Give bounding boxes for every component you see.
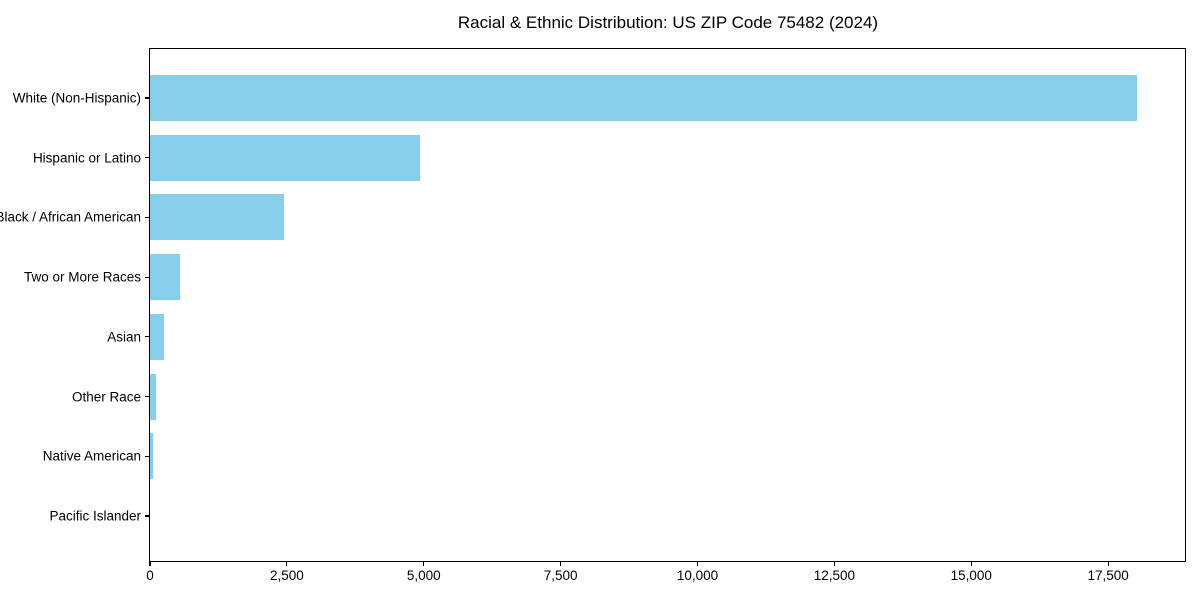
y-tick-label: Hispanic or Latino: [32, 150, 141, 166]
x-tick-label: 5,000: [406, 568, 441, 583]
x-tick-label: 0: [146, 568, 154, 583]
x-tick-mark: [560, 561, 562, 566]
bar-white-non-hispanic: [150, 75, 1138, 121]
x-tick-label: 10,000: [676, 568, 719, 583]
y-tick-mark: [145, 97, 150, 99]
y-tick-mark: [145, 276, 150, 278]
x-tick-mark: [149, 561, 151, 566]
y-tick-mark: [145, 216, 150, 218]
x-tick-label: 7,500: [543, 568, 578, 583]
bar-asian: [150, 313, 165, 360]
x-tick-label: 12,500: [813, 568, 856, 583]
bar-other-race: [150, 373, 157, 420]
x-tick-mark: [1107, 561, 1109, 566]
y-tick-mark: [145, 157, 150, 159]
x-tick-mark: [833, 561, 835, 566]
y-tick-label: White (Non-Hispanic): [12, 90, 141, 106]
bar-two-or-more-races: [150, 254, 181, 301]
y-tick-mark: [145, 455, 150, 457]
y-tick-label: Asian: [107, 329, 141, 345]
x-tick-mark: [696, 561, 699, 566]
y-tick-label: Two or More Races: [23, 269, 141, 285]
bar-hispanic-or-latino: [150, 134, 420, 181]
bar-native-american: [150, 433, 153, 480]
plot-area: White (Non-Hispanic) Hispanic or Latino Bl…: [0, 48, 1186, 583]
x-tick-mark: [286, 561, 288, 566]
chart-title: Racial & Ethnic Distribution: US ZIP Cod…: [457, 13, 879, 32]
x-tick-mark: [970, 561, 972, 566]
y-tick-label: Black / African American: [0, 209, 141, 225]
y-tick-mark: [145, 336, 150, 338]
y-tick-mark: [145, 515, 150, 517]
y-tick-label: Native American: [42, 448, 141, 464]
bar-black-african-american: [150, 194, 284, 241]
x-tick-mark: [423, 561, 425, 566]
y-tick-mark: [145, 395, 150, 398]
x-tick-label: 15,000: [950, 568, 992, 583]
y-tick-label: Pacific Islander: [49, 508, 141, 524]
x-tick-label: 2,500: [269, 568, 304, 583]
y-tick-label: Other Race: [71, 389, 141, 405]
x-tick-label: 17,500: [1087, 568, 1129, 583]
